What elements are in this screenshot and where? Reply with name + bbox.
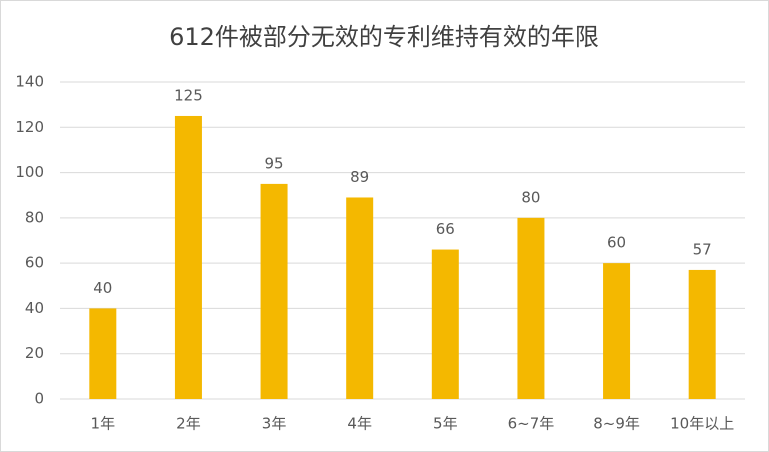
x-tick-label: 10年以上 (670, 415, 734, 433)
data-label: 80 (521, 188, 540, 206)
chart-title: 612件被部分无效的专利维持有效的年限 (169, 23, 599, 51)
x-tick-label: 4年 (347, 415, 372, 433)
x-tick-label: 3年 (262, 415, 287, 433)
data-label: 125 (174, 86, 203, 104)
y-tick-label: 140 (15, 73, 44, 91)
bar (603, 263, 631, 399)
y-tick-label: 100 (15, 163, 44, 181)
bar (260, 183, 288, 399)
x-tick-label: 5年 (433, 415, 458, 433)
data-label: 60 (607, 234, 626, 252)
data-label: 95 (265, 154, 284, 172)
y-tick-label: 0 (34, 390, 44, 408)
x-tick-label: 2年 (176, 415, 201, 433)
data-label: 57 (693, 240, 712, 258)
y-tick-label: 80 (25, 208, 44, 226)
bar (89, 308, 117, 399)
bar (174, 115, 202, 399)
x-tick-label: 1年 (91, 415, 116, 433)
bar (346, 197, 374, 399)
bar (688, 269, 716, 399)
y-tick-label: 20 (25, 344, 44, 362)
data-label: 40 (93, 279, 112, 297)
data-label: 89 (350, 168, 369, 186)
bar (517, 217, 545, 399)
bar (431, 249, 459, 399)
x-tick-label: 6~7年 (508, 415, 555, 433)
y-tick-label: 120 (15, 118, 44, 136)
x-tick-label: 8~9年 (593, 415, 640, 433)
y-tick-label: 60 (25, 254, 44, 272)
data-label: 66 (436, 220, 455, 238)
y-tick-label: 40 (25, 299, 44, 317)
